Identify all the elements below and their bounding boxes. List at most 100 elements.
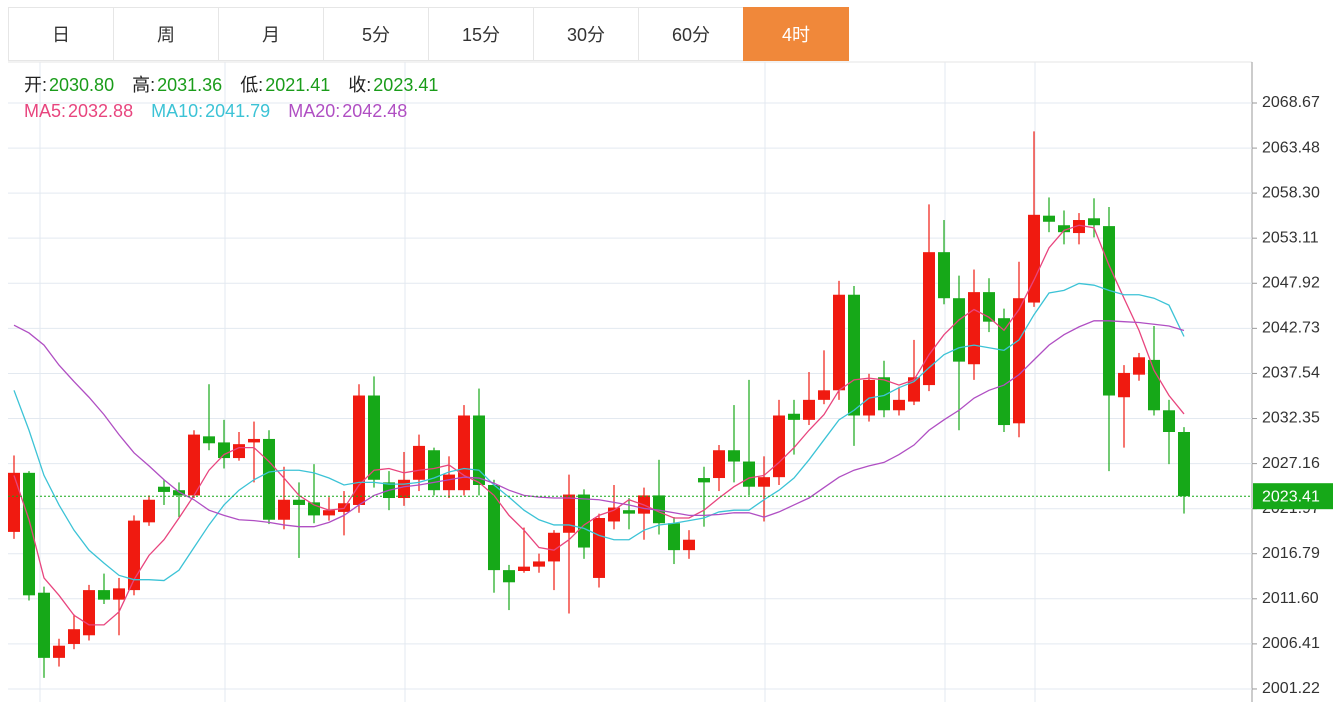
candle-body [938,252,950,299]
candle-body [968,292,980,365]
header: 开: 2030.80 高: 2031.36 低: 2021.41 收: 2023.41 MA5… [24,72,456,124]
ma-line [13,320,1185,528]
candle-body [248,438,260,443]
candle-body [1073,220,1085,234]
candle-body [653,495,665,524]
y-tick-label: 2001.22 [1262,680,1320,697]
candle-body [38,592,50,658]
candle-body [1133,357,1145,375]
ma-row: MA5: 2032.88 MA10: 2041.79 MA20: 2042.48 [24,98,456,124]
candle-body [458,415,470,491]
candle-body [533,561,545,567]
candle-body [293,499,305,505]
candle-body [803,399,815,420]
tab[interactable]: 5分 [323,7,429,61]
candle-body [773,415,785,478]
candle-body [623,510,635,514]
y-tick-label: 2032.35 [1262,410,1320,427]
y-tick-label: 2047.92 [1262,274,1320,291]
candle-body [923,252,935,386]
tab[interactable]: 30分 [533,7,639,61]
candle-body [98,590,110,600]
last-price-label: 2023.41 [1262,488,1320,505]
candle-body [53,645,65,658]
candle-body [263,438,275,520]
candle-body [788,413,800,420]
last-price-tag [1253,483,1333,510]
candle-body [1058,225,1070,233]
candle-body [188,434,200,496]
candle-body [713,450,725,479]
tab[interactable]: 60分 [638,7,744,61]
candle-body [353,395,365,505]
candle-body [518,566,530,571]
ohlc-value: 2021.41 [265,75,331,95]
candle-body [848,294,860,416]
candle-body [878,377,890,411]
candle-body [1163,410,1175,432]
candle-body [218,442,230,459]
candle-body [743,461,755,487]
candle-body [1043,215,1055,222]
candle-body [1028,214,1040,303]
y-tick-label: 2037.54 [1262,365,1320,382]
candle-body [413,445,425,480]
candle-body [173,490,185,496]
candle-body [488,484,500,571]
ma-value: 2042.48 [342,101,408,121]
ohlc-label: 开: [24,75,48,95]
candle-body [143,499,155,523]
candle-body [593,518,605,578]
ohlc-row: 开: 2030.80 高: 2031.36 低: 2021.41 收: 2023.41 [24,72,456,98]
candle-body [398,479,410,499]
ma-line [13,224,1185,626]
tab[interactable]: 日 [8,7,114,61]
y-tick-label: 2053.11 [1262,229,1319,246]
candle-body [668,523,680,551]
tab[interactable]: 周 [113,7,219,61]
tab[interactable]: 4时 [743,7,849,61]
ohlc-value: 2031.36 [157,75,223,95]
ma-value: 2041.79 [205,101,271,121]
tab[interactable]: 15分 [428,7,534,61]
candle-body [983,292,995,322]
ohlc-label: 收: [348,75,372,95]
candle-body [233,444,245,459]
ma-label: MA5: [24,101,67,121]
candle-body [953,298,965,362]
candle-body [1088,218,1100,226]
candle-body [1013,298,1025,424]
ohlc-value: 2023.41 [373,75,439,95]
candle-body [278,499,290,520]
candle-body [683,539,695,551]
y-tick-label: 2063.48 [1262,139,1320,156]
ma-label: MA10: [151,101,204,121]
y-tick-label: 2016.79 [1262,545,1320,562]
y-tick-label: 2006.41 [1262,635,1320,652]
candle-body [578,494,590,548]
y-tick-label: 2058.30 [1262,184,1320,201]
tab-bar: 日周月 5分 15分 30分 60分 4时 [8,7,849,61]
candle-body [323,510,335,516]
candle-body [1178,431,1190,497]
candle-body [503,570,515,583]
candle-body [1103,226,1115,396]
y-tick-label: 2011.60 [1262,590,1319,607]
candle-body [893,399,905,411]
candle-body [128,520,140,591]
candle-body [563,494,575,533]
candle-body [443,474,455,491]
candle-body [8,472,20,532]
ohlc-label: 低: [240,75,264,95]
candle-body [818,390,830,400]
candle-body [68,629,80,644]
candle-body [548,532,560,562]
tab[interactable]: 月 [218,7,324,61]
candle-body [113,588,125,600]
candle-body [83,590,95,636]
candle-body [1148,359,1160,411]
candle-body [368,395,380,480]
y-tick-label: 2027.16 [1262,455,1320,472]
